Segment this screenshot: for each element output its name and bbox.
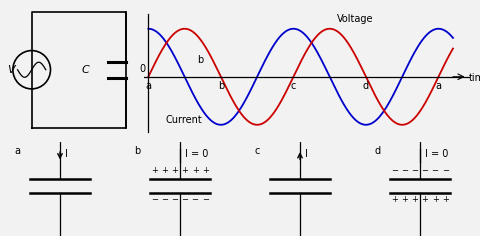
Text: I = 0: I = 0 — [185, 149, 208, 159]
Text: −: − — [401, 166, 408, 175]
Text: +: + — [181, 166, 189, 175]
Text: time: time — [469, 73, 480, 83]
Text: −: − — [411, 166, 419, 175]
Text: C: C — [82, 65, 89, 75]
Text: a: a — [145, 81, 151, 91]
Text: −: − — [421, 166, 429, 175]
Text: −: − — [202, 195, 209, 204]
Text: +: + — [391, 195, 398, 204]
Text: d: d — [363, 81, 369, 91]
Text: +: + — [161, 166, 168, 175]
Text: +: + — [421, 195, 429, 204]
Text: I: I — [305, 149, 308, 159]
Text: a: a — [14, 146, 20, 156]
Text: +: + — [171, 166, 179, 175]
Text: +: + — [411, 195, 419, 204]
Text: Current: Current — [166, 115, 203, 125]
Text: +: + — [401, 195, 408, 204]
Text: a: a — [435, 81, 442, 91]
Text: V: V — [8, 65, 15, 75]
Text: c: c — [254, 146, 260, 156]
Text: −: − — [192, 195, 199, 204]
Text: +: + — [192, 166, 199, 175]
Text: −: − — [161, 195, 168, 204]
Text: I: I — [65, 149, 68, 159]
Text: I = 0: I = 0 — [425, 149, 448, 159]
Text: −: − — [391, 166, 398, 175]
Text: b: b — [218, 81, 224, 91]
Text: +: + — [432, 195, 439, 204]
Text: d: d — [374, 146, 381, 156]
Text: +: + — [151, 166, 158, 175]
Text: +: + — [442, 195, 449, 204]
Text: −: − — [181, 195, 189, 204]
Text: 0: 0 — [139, 64, 145, 74]
Text: −: − — [432, 166, 439, 175]
Text: −: − — [171, 195, 179, 204]
Text: Voltage: Voltage — [337, 14, 373, 24]
Text: −: − — [442, 166, 449, 175]
Text: b: b — [197, 55, 204, 65]
Text: c: c — [291, 81, 296, 91]
Text: b: b — [134, 146, 141, 156]
Text: −: − — [151, 195, 158, 204]
Text: +: + — [202, 166, 209, 175]
